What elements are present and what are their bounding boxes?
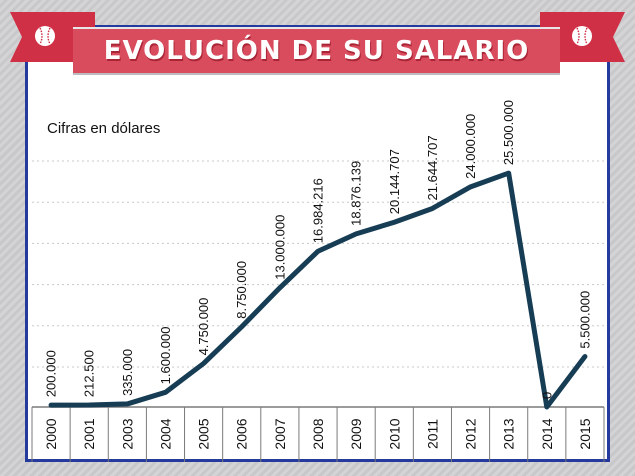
data-label: 18.876.139 <box>349 161 364 226</box>
x-tick-label: 2014 <box>539 418 555 449</box>
x-tick-label: 2012 <box>463 418 479 449</box>
series-line <box>48 170 588 410</box>
data-label: 25.500.000 <box>501 100 516 165</box>
title-box: EVOLUCIÓN DE SU SALARIO <box>73 27 560 75</box>
data-label: 13.000.000 <box>272 215 287 280</box>
x-tick-label: 2011 <box>424 419 440 449</box>
x-tick-label: 2004 <box>157 418 173 449</box>
x-tick-label: 2006 <box>234 418 250 449</box>
x-tick-label: 2008 <box>310 418 326 449</box>
baseball-icon <box>572 26 592 46</box>
title-banner: EVOLUCIÓN DE SU SALARIO <box>0 0 635 80</box>
data-label: 335.000 <box>120 349 135 396</box>
chart-title: EVOLUCIÓN DE SU SALARIO <box>103 36 530 66</box>
data-label: 16.984.216 <box>311 178 326 243</box>
baseball-icon <box>35 26 55 46</box>
x-tick-label: 2010 <box>386 418 402 449</box>
x-tick-label: 2009 <box>348 418 364 449</box>
x-tick-label: 2007 <box>272 418 288 449</box>
data-label: 24.000.000 <box>463 114 478 179</box>
x-tick-label: 2001 <box>81 418 97 449</box>
chart-subtitle: Cifras en dólares <box>47 120 160 137</box>
x-tick-label: 2015 <box>577 418 593 449</box>
x-tick-label: 2000 <box>43 418 59 449</box>
data-label: 1.600.000 <box>158 326 173 384</box>
x-tick-label: 2005 <box>196 418 212 449</box>
x-tick-label: 2003 <box>119 418 135 449</box>
data-label: 212.500 <box>82 350 97 397</box>
data-label: 20.144.707 <box>387 149 402 214</box>
data-label: 4.750.000 <box>196 298 211 356</box>
data-label: 5.500.000 <box>577 291 592 349</box>
data-label: 8.750.000 <box>234 261 249 319</box>
data-label: 21.644.707 <box>425 135 440 200</box>
data-label: 0 <box>539 392 554 399</box>
data-label: 200.000 <box>44 350 59 397</box>
x-tick-label: 2013 <box>501 418 517 449</box>
